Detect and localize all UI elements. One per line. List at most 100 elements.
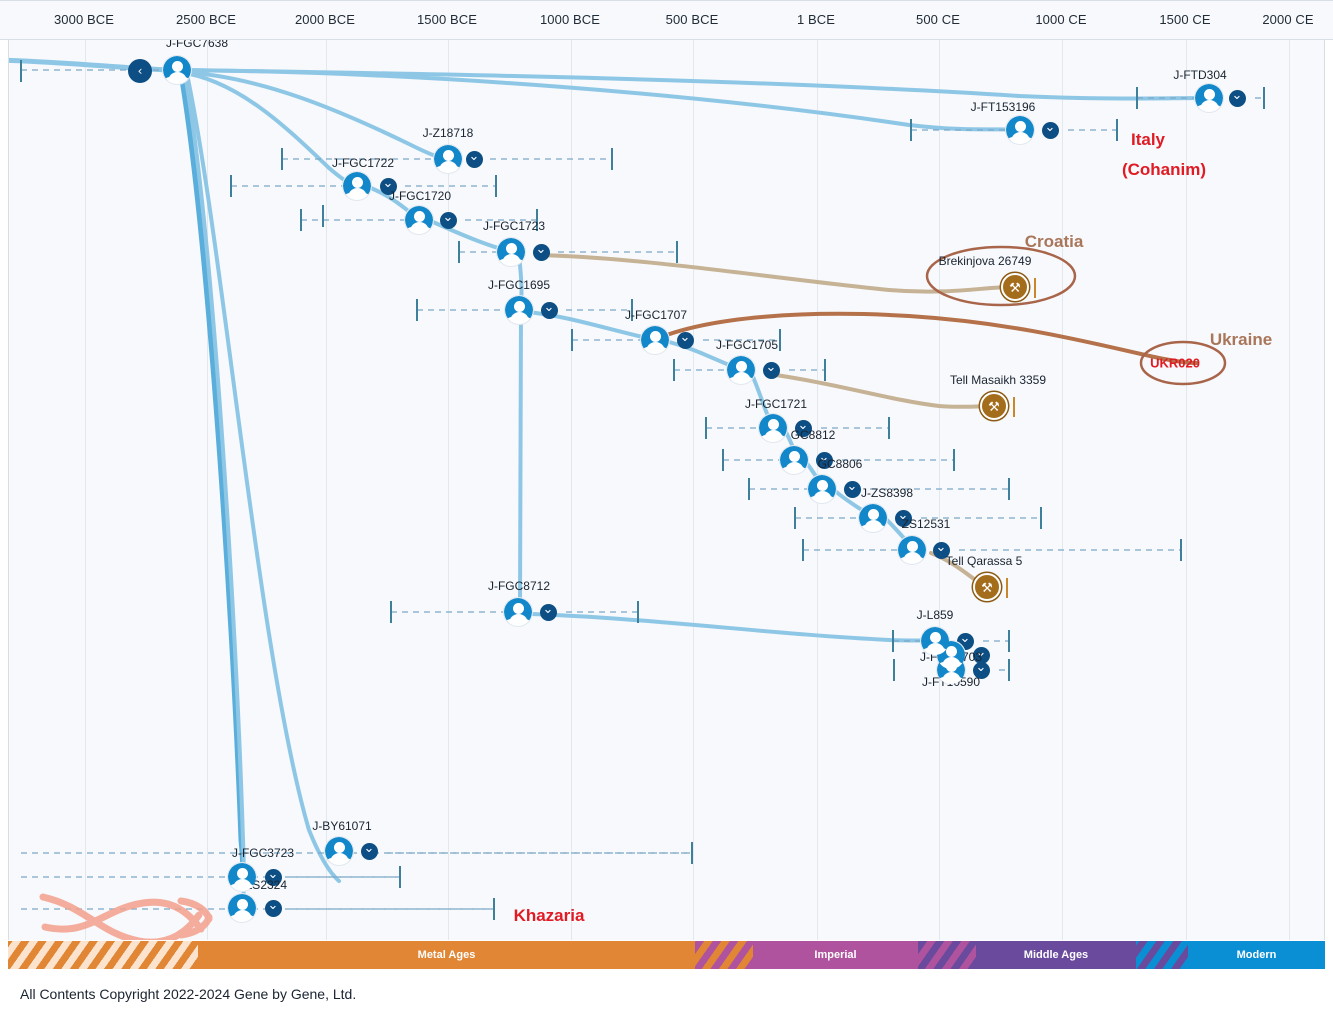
haplogroup-node[interactable] xyxy=(162,55,192,85)
haplogroup-node[interactable] xyxy=(758,413,788,443)
person-head-icon xyxy=(945,646,957,657)
chevron-down-icon[interactable]: ⌄ xyxy=(379,177,397,195)
chevron-down-icon[interactable]: ⌄ xyxy=(894,509,912,527)
node-bottom-cut xyxy=(405,226,433,234)
haplogroup-label[interactable]: GC8806 xyxy=(817,457,863,471)
chevron-down-icon[interactable]: ⌄ xyxy=(676,331,694,349)
person-head-icon xyxy=(1014,121,1026,132)
gridline xyxy=(1186,40,1187,940)
ancient-sample-label[interactable]: Tell Masaikh 3359 xyxy=(949,373,1047,387)
shovel-icon: ⚒ xyxy=(1009,279,1021,295)
haplogroup-node[interactable] xyxy=(1005,115,1035,145)
haplogroup-node[interactable] xyxy=(640,325,670,355)
chevron-down-icon[interactable]: ⌄ xyxy=(1041,121,1059,139)
region-label-ukraine: Ukraine xyxy=(1209,330,1273,349)
ancient-sample-label[interactable]: Brekinjova 26749 xyxy=(938,254,1032,268)
haplogroup-label[interactable]: J-FGC1707 xyxy=(624,308,688,322)
ancient-sample-node[interactable]: ⚒ xyxy=(973,573,1001,601)
chevron-down-icon[interactable]: ⌄ xyxy=(264,899,282,917)
haplogroup-label[interactable]: J-FGC3723 xyxy=(231,846,295,860)
node-bottom-cut xyxy=(228,914,256,922)
axis-tick-label: 3000 BCE xyxy=(53,12,115,27)
chevron-down-icon[interactable]: ⌄ xyxy=(465,150,483,168)
timeline-axis: 3000 BCE 2500 BCE 2000 BCE 1500 BCE 1000 BCE… xyxy=(0,0,1333,40)
chevron-down-icon[interactable]: ⌄ xyxy=(1228,89,1246,107)
node-bottom-cut xyxy=(937,661,965,669)
shovel-icon: ⚒ xyxy=(981,579,993,595)
haplogroup-node[interactable] xyxy=(503,597,533,627)
chevron-down-icon[interactable]: ⌄ xyxy=(794,419,812,437)
haplogroup-node[interactable] xyxy=(227,893,257,923)
haplogroup-node[interactable] xyxy=(433,144,463,174)
haplogroup-node[interactable] xyxy=(342,171,372,201)
haplogroup-label[interactable]: J-FGC1695 xyxy=(487,278,551,292)
person-head-icon xyxy=(867,509,879,520)
haplogroup-label[interactable]: J-FT153196 xyxy=(970,100,1036,114)
chevron-down-icon[interactable]: ⌄ xyxy=(762,361,780,379)
chevron-down-icon[interactable]: ⌄ xyxy=(532,243,550,261)
haplogroup-label[interactable]: J-FGC1722 xyxy=(331,156,395,170)
haplogroup-node[interactable] xyxy=(227,862,257,892)
tree-canvas[interactable]: FamilyTreeDNA J-FGC7638⌄J-Z18718⌄J-FGC17… xyxy=(8,40,1325,940)
gridline xyxy=(1289,40,1290,940)
haplogroup-node[interactable] xyxy=(504,295,534,325)
chevron-down-icon[interactable]: ⌄ xyxy=(843,480,861,498)
axis-tick-label: 500 CE xyxy=(916,12,960,27)
haplogroup-node[interactable] xyxy=(936,655,966,685)
haplogroup-node[interactable] xyxy=(726,355,756,385)
haplogroup-label[interactable]: J-Z18718 xyxy=(422,126,474,140)
haplogroup-label[interactable]: J-FGC1720 xyxy=(388,189,452,203)
person-head-icon xyxy=(1203,89,1215,100)
era-label: Modern xyxy=(1236,949,1277,961)
haplogroup-node[interactable] xyxy=(897,535,927,565)
haplogroup-label[interactable]: J-BY61071 xyxy=(312,819,372,833)
chevron-down-icon[interactable]: ⌄ xyxy=(815,451,833,469)
haplogroup-label[interactable]: GC8812 xyxy=(790,428,836,442)
chevron-down-icon[interactable]: ⌄ xyxy=(439,211,457,229)
haplogroup-label[interactable]: J-FGC8712 xyxy=(487,579,551,593)
haplogroup-label[interactable]: ZS12531 xyxy=(901,517,951,531)
ancient-sample-node[interactable]: ⚒ xyxy=(980,392,1008,420)
haplogroup-label[interactable]: J-FGC1723 xyxy=(482,219,546,233)
axis-tick-label: 1 BCE xyxy=(796,12,836,27)
ancient-sample-node[interactable]: ⚒ xyxy=(1001,273,1029,301)
haplogroup-label[interactable]: J-L859 xyxy=(916,608,954,622)
back-chevron-left-icon[interactable]: ‹ xyxy=(128,59,152,83)
chevron-down-icon[interactable]: ⌄ xyxy=(539,603,557,621)
node-bottom-cut xyxy=(505,316,533,324)
chevron-down-icon[interactable]: ⌄ xyxy=(540,301,558,319)
node-bottom-cut xyxy=(759,434,787,442)
haplogroup-label[interactable]: J-FGC1705 xyxy=(715,338,779,352)
gridline xyxy=(448,40,449,940)
haplogroup-label[interactable]: J-FGC1721 xyxy=(744,397,808,411)
haplogroup-node[interactable] xyxy=(324,836,354,866)
haplogroup-node[interactable] xyxy=(779,445,809,475)
node-bottom-cut xyxy=(497,258,525,266)
haplogroup-node[interactable] xyxy=(1194,83,1224,113)
node-bottom-cut xyxy=(937,676,965,684)
haplogroup-label[interactable]: J-FGC7638 xyxy=(165,40,229,50)
era-segment-modern: Modern xyxy=(1188,941,1325,969)
chevron-down-icon[interactable]: ⌄ xyxy=(264,868,282,886)
chevron-down-icon[interactable]: ⌄ xyxy=(932,541,950,559)
person-head-icon xyxy=(649,331,661,342)
chevron-down-icon[interactable]: ⌄ xyxy=(360,842,378,860)
chevron-down-icon[interactable]: ⌄ xyxy=(972,646,990,664)
era-label: Metal Ages xyxy=(417,949,476,961)
ancient-sample-label[interactable]: Tell Qarassa 5 xyxy=(945,554,1023,568)
chevron-down-icon[interactable]: ⌄ xyxy=(972,661,990,679)
haplogroup-node[interactable] xyxy=(496,237,526,267)
node-bottom-cut xyxy=(641,346,669,354)
haplogroup-node[interactable] xyxy=(404,205,434,235)
node-bottom-cut xyxy=(163,76,191,84)
era-label: Imperial xyxy=(814,949,857,961)
gridline xyxy=(939,40,940,940)
haplogroup-label[interactable]: J-FTD304 xyxy=(1173,68,1227,82)
haplogroup-node[interactable] xyxy=(858,503,888,533)
region-label-croatia: Croatia xyxy=(1024,232,1084,251)
haplogroup-node[interactable] xyxy=(807,474,837,504)
era-transition-hatch xyxy=(1136,941,1188,969)
highlighted-sample-label[interactable]: UKR020 xyxy=(1150,355,1200,371)
haplogroup-label[interactable]: J-ZS8398 xyxy=(860,486,914,500)
familytreedna-wordmark: FamilyTreeDNA xyxy=(31,938,176,940)
